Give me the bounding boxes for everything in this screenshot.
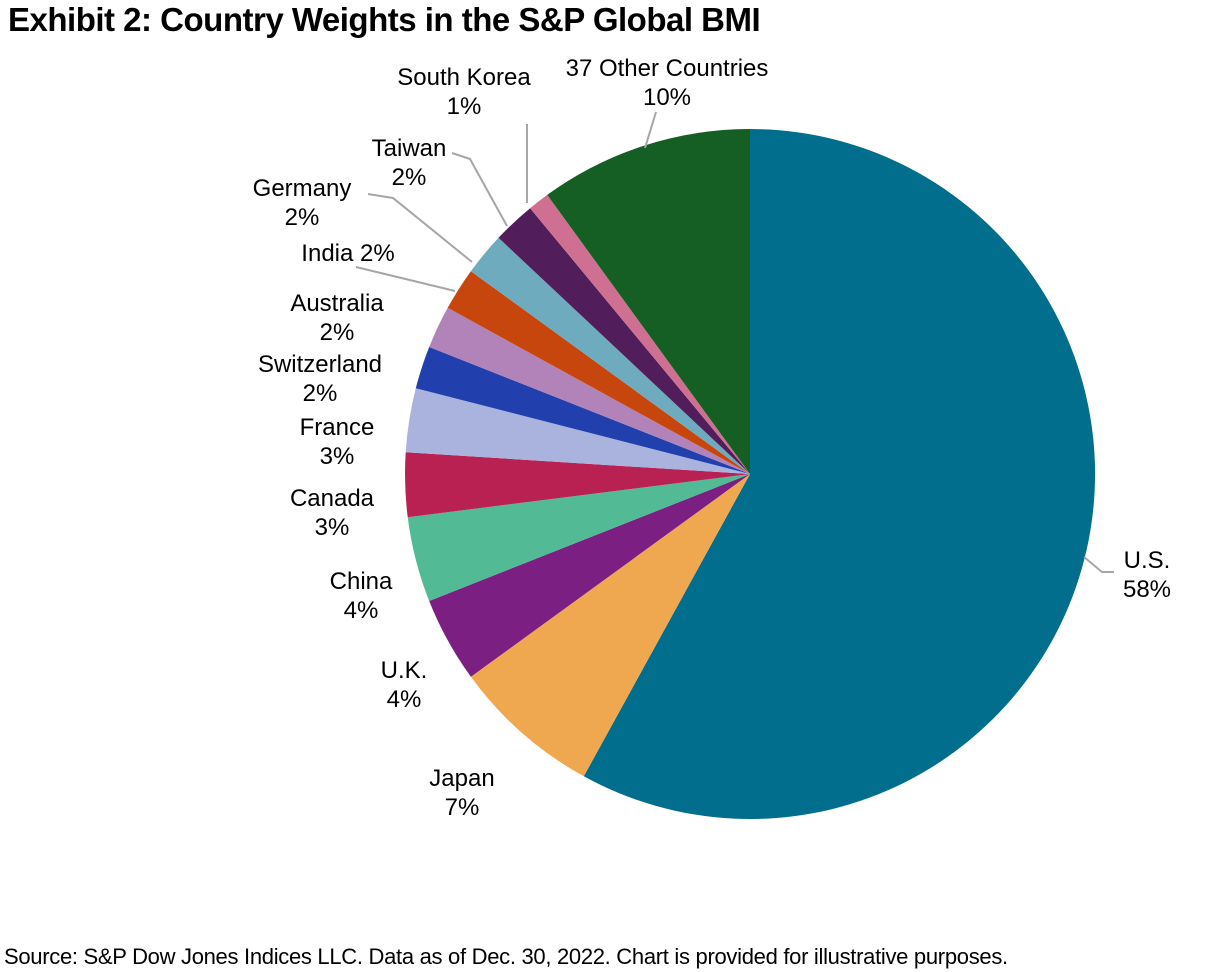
leader-line-india [355,266,456,292]
pie-slice-canada [405,452,750,518]
leader-line-germany [367,193,473,263]
pie-label-name: China [329,568,393,595]
pie-label-name: France [299,414,375,441]
pie-label-37-other-countries: 37 Other Countries 10% [566,54,769,112]
source-note: Source: S&P Dow Jones Indices LLC. Data … [4,944,1008,969]
pie-slice-u-s [583,128,1096,819]
pie-slice-france [405,388,750,474]
pie-label-value: 58% [1122,576,1172,603]
pie-label-value: 4% [343,597,379,624]
pie-label-value: 2% [391,164,427,191]
leader-line-u-s [1083,556,1114,573]
pie-slice-japan [470,474,750,777]
pie-label-france: France 3% [300,413,375,471]
pie-label-value: 4% [386,686,422,713]
pie-slice-germany [470,237,750,474]
pie-label-value: 3% [314,514,350,541]
pie-label-name: U.K. [380,657,428,684]
pie-slice-australia [429,307,750,474]
pie-slice-china [407,474,750,601]
leader-line-37-other-countries [644,111,657,149]
pie-label-value: 3% [319,443,355,470]
pie-label-value: 2% [284,204,320,231]
pie-label-value: 1% [446,93,482,120]
pie-label-india: India 2% [301,239,394,268]
pie-label-value: 2% [319,319,355,346]
pie-label-name: Switzerland [257,351,383,378]
pie-label-name: Japan [429,765,495,792]
pie-label-value: 10% [642,84,692,111]
pie-label-name: South Korea [397,64,531,91]
pie-label-taiwan: Taiwan 2% [372,134,447,192]
pie-slice-37-other-countries [547,129,750,474]
pie-label-name: U.S. [1123,547,1171,574]
pie-label-south-korea: South Korea 1% [397,63,530,121]
pie-label-germany: Germany 2% [253,174,352,232]
pie-label-name: Taiwan [371,135,447,162]
pie-label-switzerland: Switzerland 2% [258,350,382,408]
chart-title: Exhibit 2: Country Weights in the S&P Gl… [8,1,761,38]
pie-label-u-s: U.S. 58% [1123,546,1171,604]
pie-slice-taiwan [498,208,750,474]
pie-label-name: 37 Other Countries [565,55,769,82]
pie-label-name: Germany [252,175,352,202]
leader-line-taiwan [451,152,508,227]
pie-slice-south-korea [530,194,750,474]
pie-slice-india [447,271,750,474]
pie-slice-switzerland [415,347,750,474]
pie-slice-u-k [429,474,750,677]
pie-label-canada: Canada 3% [290,484,374,542]
pie-label-text: India 2% [301,240,395,267]
pie-label-u-k: U.K. 4% [381,656,428,714]
pie-label-name: Australia [290,290,384,317]
pie-label-japan: Japan 7% [429,764,494,822]
pie-label-value: 7% [444,794,480,821]
pie-label-china: China 4% [330,567,393,625]
pie-label-value: 2% [302,380,338,407]
pie-label-name: Canada [289,485,375,512]
pie-label-australia: Australia 2% [290,289,383,347]
